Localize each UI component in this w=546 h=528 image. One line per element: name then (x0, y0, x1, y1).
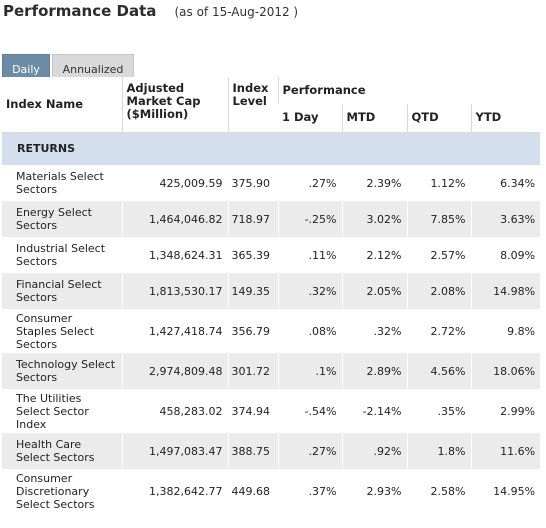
cell-mtd: 2.05% (341, 273, 407, 309)
cell-index-level: 149.35 (227, 273, 278, 309)
col-header-performance: Performance (277, 77, 541, 104)
cell-market-cap: 1,348,624.31 (121, 237, 228, 273)
cell-ytd: 8.09% (470, 237, 541, 273)
cell-ytd: 14.98% (470, 273, 541, 309)
page-title: Performance Data (3, 2, 157, 20)
cell-qtd: 2.58% (406, 469, 471, 513)
col-header-1-day: 1 Day (278, 104, 342, 133)
cell-mtd: .32% (341, 309, 407, 353)
cell-market-cap: 1,427,418.74 (121, 309, 228, 353)
table-row: Health Care Select Sectors 1,497,083.47 38… (2, 433, 541, 469)
table-row: The Utilities Select Sector Index 458,283… (2, 389, 541, 433)
table-row: Materials Select Sectors 425,009.59 375.90… (2, 165, 541, 201)
cell-ytd: 11.6% (470, 433, 541, 469)
cell-market-cap: 425,009.59 (121, 165, 228, 201)
cell-mtd: 3.02% (341, 201, 407, 237)
cell-market-cap: 1,813,530.17 (121, 273, 228, 309)
cell-1-day: .32% (277, 273, 342, 309)
cell-ytd: 18.06% (470, 353, 541, 389)
table-row: Consumer Staples Select Sectors 1,427,418… (2, 309, 541, 353)
cell-index-name: The Utilities Select Sector Index (2, 389, 122, 433)
tab-daily[interactable]: Daily (2, 54, 50, 78)
cell-mtd: 2.89% (341, 353, 407, 389)
col-header-ytd: YTD (470, 104, 541, 133)
col-header-index-level: Index Level (227, 77, 278, 133)
cell-market-cap: 2,974,809.48 (121, 353, 228, 389)
cell-1-day: .27% (277, 433, 342, 469)
table-row: Consumer Discretionary Select Sectors 1,3… (2, 469, 541, 513)
cell-market-cap: 1,382,642.77 (121, 469, 228, 513)
cell-ytd: 2.99% (470, 389, 541, 433)
section-header-returns: RETURNS (2, 132, 541, 165)
cell-index-name: Energy Select Sectors (2, 201, 122, 237)
cell-index-name: Consumer Staples Select Sectors (2, 309, 122, 353)
cell-index-name: Health Care Select Sectors (2, 433, 122, 469)
page-header: Performance Data (as of 15-Aug-2012 ) (3, 0, 298, 24)
tab-annualized[interactable]: Annualized (52, 54, 134, 78)
cell-index-level: 356.79 (227, 309, 278, 353)
col-header-market-cap: Adjusted Market Cap ($Million) (121, 77, 228, 133)
cell-qtd: 2.72% (406, 309, 471, 353)
cell-index-name: Consumer Discretionary Select Sectors (2, 469, 122, 513)
as-of-date: (as of 15-Aug-2012 ) (174, 5, 299, 19)
cell-qtd: 2.08% (406, 273, 471, 309)
cell-index-level: 375.90 (227, 165, 278, 201)
performance-table: Index Name Adjusted Market Cap ($Million… (2, 77, 541, 513)
cell-index-name: Financial Select Sectors (2, 273, 122, 309)
cell-ytd: 14.95% (470, 469, 541, 513)
cell-1-day: -.25% (277, 201, 342, 237)
cell-qtd: 4.56% (406, 353, 471, 389)
cell-index-level: 449.68 (227, 469, 278, 513)
cell-index-name: Industrial Select Sectors (2, 237, 122, 273)
cell-index-name: Materials Select Sectors (2, 165, 122, 201)
cell-index-level: 374.94 (227, 389, 278, 433)
cell-ytd: 3.63% (470, 201, 541, 237)
cell-mtd: 2.12% (341, 237, 407, 273)
cell-index-level: 301.72 (227, 353, 278, 389)
cell-mtd: 2.39% (341, 165, 407, 201)
cell-qtd: 7.85% (406, 201, 471, 237)
cell-ytd: 6.34% (470, 165, 541, 201)
cell-index-level: 718.97 (227, 201, 278, 237)
cell-mtd: .92% (341, 433, 407, 469)
table-row: Industrial Select Sectors 1,348,624.31 365… (2, 237, 541, 273)
cell-mtd: 2.93% (341, 469, 407, 513)
cell-1-day: .11% (277, 237, 342, 273)
col-header-mtd: MTD (341, 104, 407, 133)
cell-qtd: 1.8% (406, 433, 471, 469)
cell-ytd: 9.8% (470, 309, 541, 353)
cell-1-day: .1% (277, 353, 342, 389)
cell-market-cap: 1,464,046.82 (121, 201, 228, 237)
cell-1-day: .37% (277, 469, 342, 513)
cell-index-name: Technology Select Sectors (2, 353, 122, 389)
cell-index-level: 388.75 (227, 433, 278, 469)
col-header-qtd: QTD (406, 104, 471, 133)
cell-1-day: -.54% (277, 389, 342, 433)
cell-mtd: -2.14% (341, 389, 407, 433)
col-header-index-name: Index Name (2, 77, 122, 133)
cell-market-cap: 458,283.02 (121, 389, 228, 433)
cell-1-day: .27% (277, 165, 342, 201)
cell-index-level: 365.39 (227, 237, 278, 273)
table-row: Financial Select Sectors 1,813,530.17 149.… (2, 273, 541, 309)
table-row: Technology Select Sectors 2,974,809.48 301… (2, 353, 541, 389)
cell-market-cap: 1,497,083.47 (121, 433, 228, 469)
cell-qtd: .35% (406, 389, 471, 433)
cell-qtd: 2.57% (406, 237, 471, 273)
cell-1-day: .08% (277, 309, 342, 353)
cell-qtd: 1.12% (406, 165, 471, 201)
table-row: Energy Select Sectors 1,464,046.82 718.97-… (2, 201, 541, 237)
